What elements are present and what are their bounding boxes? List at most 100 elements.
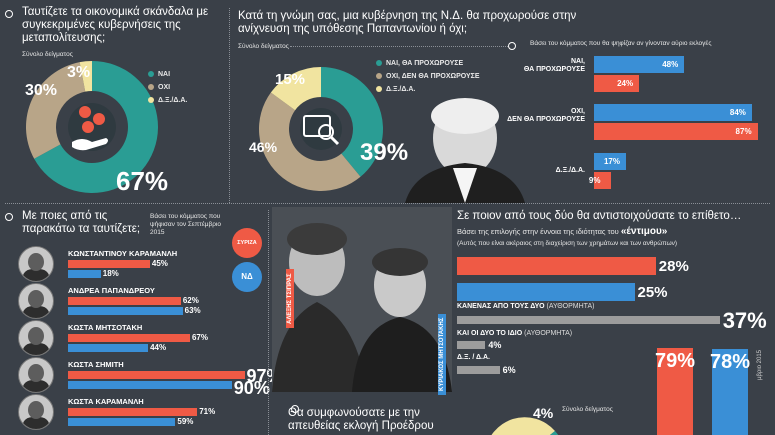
q4-tall-bar-label: 78%: [710, 351, 751, 374]
q4-bar: [457, 283, 635, 301]
q3-bar-blue: [68, 307, 183, 315]
euro-coin-icon: [82, 121, 94, 133]
q4-tall-bar: [657, 348, 693, 435]
euro-coin-icon: [93, 113, 105, 125]
q1-legend-yes: ΝΑΙ: [148, 71, 170, 78]
q5-title: Θα συμφωνούσατε με την απευθείας εκλογή …: [288, 407, 434, 432]
euro-coin-icon: [79, 106, 91, 118]
q2-slice-2: [270, 67, 321, 111]
section-bullet: [291, 405, 299, 413]
q2-bar-red: [594, 172, 611, 189]
q2-legend-dk: Δ.Ξ./Δ.Α.: [376, 86, 415, 93]
q4-bar: [457, 257, 656, 275]
q2-slice-0: [321, 67, 383, 177]
q2-bar-red: [594, 123, 758, 140]
q3-note: Βάσει του κόμματος που ψήφισαν τον Σεπτέ…: [150, 213, 221, 236]
q4-label-dk: Δ.Ξ. / Δ.Α.: [457, 354, 490, 361]
person-name: ΚΩΣΤΑ ΚΑΡΑΜΑΝΛΗ: [68, 397, 144, 406]
q4-subtitle-note: (Αυτός που είναι ακέραιος στη διαχείριση…: [457, 240, 678, 247]
q3-bar-blue-label: 18%: [102, 269, 119, 278]
q2-bar-blue: [594, 104, 752, 121]
q2-no-value: 46%: [249, 139, 278, 155]
leaders-photo: [272, 207, 452, 392]
q3-bar-blue: [68, 381, 232, 389]
q2-party-note: Βάσει του κόμματος που θα ψηφίζαν αν γίν…: [530, 40, 712, 47]
q4-bar-label: 28%: [658, 258, 689, 275]
q4-bar-label: 4%: [488, 340, 502, 350]
q1-slice-0: [34, 61, 158, 193]
q1-legend-dk: Δ.Ξ./Δ.Α.: [148, 97, 187, 104]
q1-sample-label: Σύνολο δείγματος: [22, 51, 73, 58]
person-avatar: [18, 283, 54, 319]
politician-photo: [405, 98, 525, 203]
q3-title: Με ποιες από τις παρακάτω τα ταυτίζετε;: [22, 210, 141, 235]
q4-bar-label: 25%: [637, 284, 668, 301]
person-avatar: [18, 246, 54, 282]
q3-bar-red: [68, 260, 150, 268]
q4-subtitle: Βάσει της επιλογής στην έννοια της ιδιότ…: [457, 226, 668, 237]
q4-label-both: ΚΑΙ ΟΙ ΔΥΟ ΤΟ ΙΔΙΟ (ΑΥΘΟΡΜΗΤΑ): [457, 330, 573, 337]
person-name: ΚΩΣΤΑ ΜΗΤΣΟΤΑΚΗ: [68, 323, 143, 332]
q2-bar-red-label: 87%: [735, 127, 752, 136]
divider: [229, 8, 230, 203]
mitsotakis-label: ΚΥΡΙΑΚΟΣ ΜΗΤΣΟΤΑΚΗΣ: [438, 313, 446, 395]
q3-bar-blue-label: 63%: [184, 306, 201, 315]
q2-bar-red: [594, 75, 640, 92]
q4-label-none: ΚΑΝΕΝΑΣ ΑΠΟ ΤΟΥΣ ΔΥΟ (ΑΥΘΟΡΜΗΤΑ): [457, 303, 595, 310]
nd-logo: ΝΔ: [232, 262, 262, 292]
q3-bar-red: [68, 334, 190, 342]
q2-title: Κατά τη γνώμη σας, μια κυβέρνηση της Ν.Δ…: [238, 10, 577, 35]
q3-bar-red: [68, 408, 198, 416]
q3-bar-red: [68, 371, 245, 379]
q4-bar: [457, 366, 500, 374]
q3-bar-red-label: 71%: [199, 407, 216, 416]
q1-legend-no: ΟΧΙ: [148, 84, 170, 91]
divider: [5, 203, 770, 204]
q5-sample-label: Σύνολο δείγματος: [562, 406, 613, 413]
q1-slice-2: [79, 61, 92, 92]
hand-icon: [72, 138, 108, 151]
q4-bar-label: 37%: [722, 308, 767, 333]
q3-bar-red-label: 62%: [182, 296, 199, 305]
section-bullet: [508, 42, 516, 50]
q1-dk-value: 3%: [67, 64, 91, 81]
magnifier-icon: [318, 124, 334, 140]
q5-donut: [491, 417, 559, 435]
person-name: ΚΩΝΣΤΑΝΤΙΝΟΥ ΚΑΡΑΜΑΝΛΗ: [68, 249, 178, 258]
person-avatar: [18, 394, 54, 430]
syriza-logo: ΣΥΡΙΖΑ: [232, 228, 262, 258]
q2-bar-cat-3: Δ.Ξ./Δ.Α.: [555, 167, 585, 174]
q2-bar-red-label: 9%: [588, 176, 601, 185]
q2-bar-blue: [594, 153, 626, 170]
q4-tall-bar-label: 79%: [655, 350, 696, 373]
q3-bar-blue-label: 59%: [177, 417, 194, 426]
q2-dk-value: 15%: [275, 71, 306, 88]
q3-bar-blue-label: 90%: [233, 378, 270, 398]
q4-title: Σε ποιον από τους δύο θα αντιστοιχούσατε…: [457, 210, 742, 222]
q2-bar-blue: [594, 56, 685, 73]
edge-note: μβριο 2015: [757, 349, 763, 380]
q2-bar-cat-1: ΝΑΙ, ΘΑ ΠΡΟΧΩΡΟΥΣΕ: [523, 58, 585, 73]
q3-bar-blue: [68, 344, 149, 352]
q1-slice-1: [25, 62, 86, 159]
q5-dk-value: 4%: [533, 405, 554, 421]
q2-bar-blue-label: 84%: [729, 108, 746, 117]
person-name: ΑΝΔΡΕΑ ΠΑΠΑΝΔΡΕΟΥ: [68, 286, 155, 295]
q3-bar-red-label: 67%: [191, 333, 208, 342]
q3-bar-blue: [68, 270, 101, 278]
q2-sample-label: Σύνολο δείγματος: [238, 43, 289, 50]
q3-bar-red: [68, 297, 181, 305]
q4-tall-bar: [712, 349, 748, 435]
q1-yes-value: 67%: [116, 166, 169, 196]
divider: [290, 46, 510, 47]
q2-bar-blue-label: 17%: [603, 157, 620, 166]
q3-bar-blue-label: 44%: [150, 343, 167, 352]
divider: [268, 210, 269, 435]
q2-bar-blue-label: 48%: [662, 60, 679, 69]
q2-bar-red-label: 24%: [617, 79, 634, 88]
section-bullet: [5, 10, 13, 18]
q3-bar-blue: [68, 418, 176, 426]
q2-bar-cat-2: ΟΧΙ, ΔΕΝ ΘΑ ΠΡΟΧΩΡΟΥΣΕ: [507, 108, 585, 123]
section-bullet: [5, 213, 13, 221]
q2-donut: [259, 67, 383, 191]
